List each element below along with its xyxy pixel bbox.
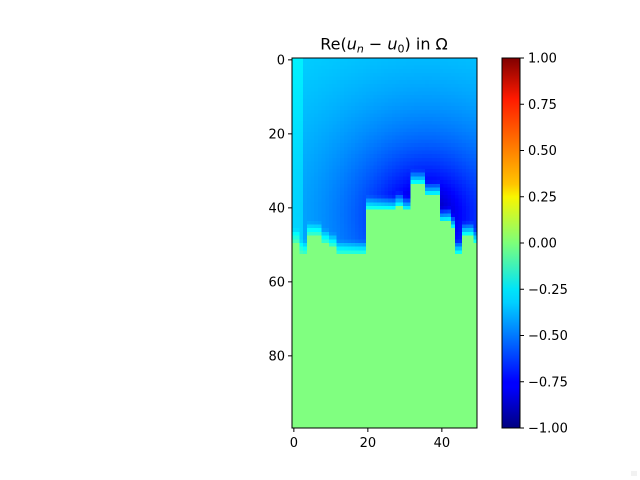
colorbar (502, 58, 520, 428)
x-axis: 0 20 40 (290, 428, 450, 451)
colorbar-tick-label: 0.25 (528, 190, 557, 205)
y-tick-label: 40 (268, 201, 285, 216)
colorbar-tick-label: −1.00 (528, 422, 568, 437)
colorbar-tick-label: −0.75 (528, 375, 568, 390)
heatmap-image (292, 58, 477, 428)
colorbar-tick-label: 1.00 (528, 52, 557, 67)
x-tick-label: 40 (434, 436, 451, 451)
x-tick-label: 20 (360, 436, 377, 451)
plot-frame (291, 57, 478, 429)
y-axis: 0 20 40 60 80 (268, 53, 292, 364)
colorbar-tick-label: −0.50 (528, 329, 568, 344)
colorbar-tick-label: 0.50 (528, 144, 557, 159)
colorbar-tick-label: 0.75 (528, 98, 557, 113)
colorbar-axis: 1.00 0.75 0.50 0.25 0.00 −0.25 −0.50 −0.75 −1.00 (520, 52, 568, 437)
y-tick-label: 60 (268, 275, 285, 290)
chart-title: Re(un − u0) in Ω (320, 35, 448, 56)
corner-mark (631, 471, 637, 476)
y-tick-label: 80 (268, 349, 285, 364)
y-tick-label: 0 (277, 53, 285, 68)
x-tick-label: 0 (290, 436, 298, 451)
colorbar-tick-label: 0.00 (528, 237, 557, 252)
colorbar-tick-label: −0.25 (528, 283, 568, 298)
y-tick-label: 20 (268, 127, 285, 142)
